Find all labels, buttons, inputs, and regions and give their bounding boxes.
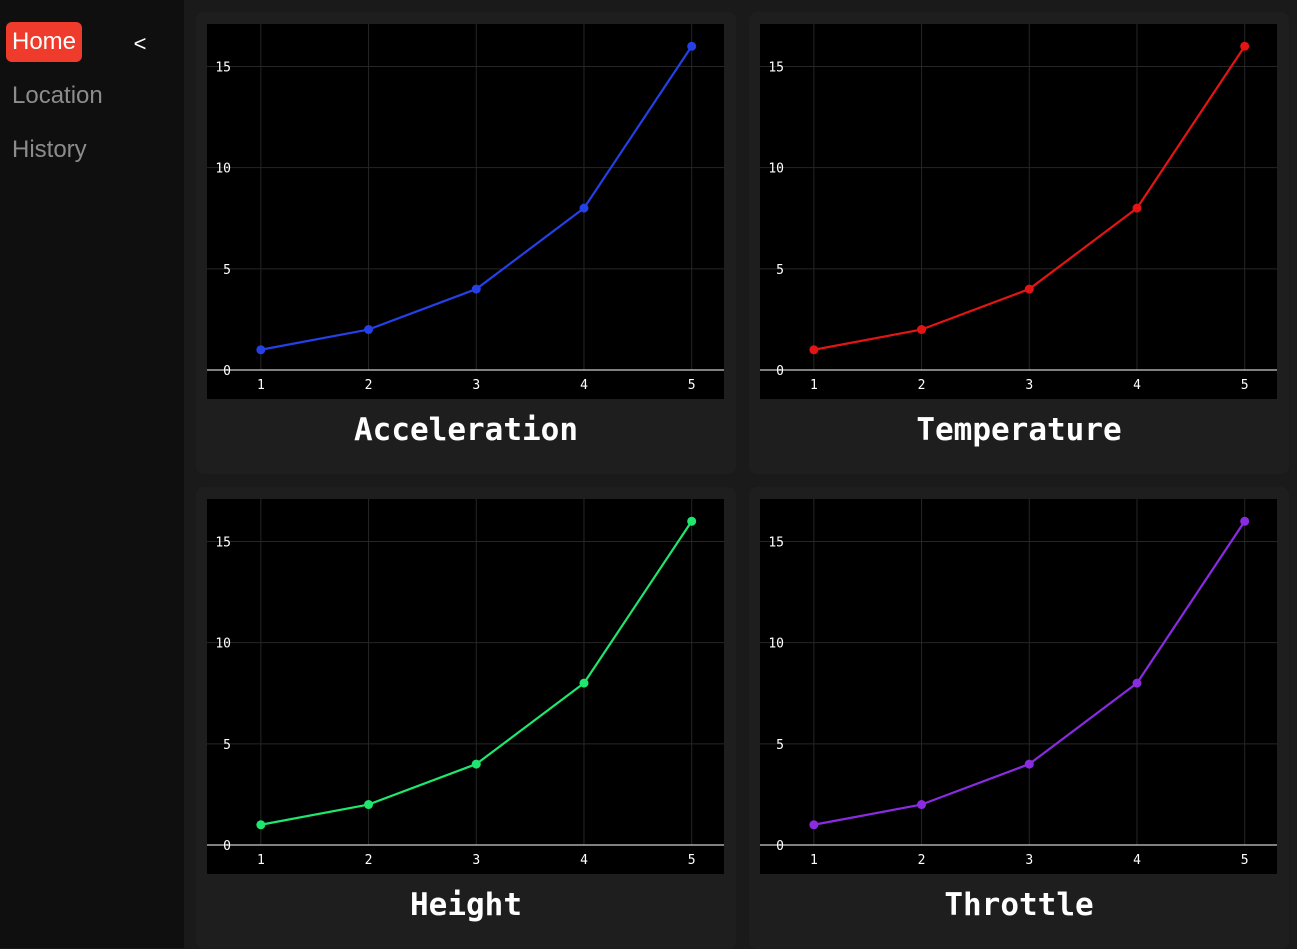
plot-background	[207, 24, 724, 399]
x-tick-label: 1	[257, 378, 265, 393]
x-tick-label: 3	[472, 378, 480, 393]
chart-card-throttle: 0 5 10 15 1 2 3 4 5 Throttle	[749, 487, 1289, 949]
x-tick-label: 2	[365, 378, 373, 393]
x-tick-label: 4	[1133, 853, 1141, 868]
chart-title: Temperature	[916, 412, 1122, 448]
y-tick-label: 10	[768, 162, 784, 177]
dashboard-grid: 0 5 10 15 1 2 3 4 5 Acceleration 0 5 10 15 1 2 3 4 5 Tem…	[184, 0, 1297, 949]
data-point	[471, 759, 481, 769]
plot-background	[207, 499, 724, 874]
data-point	[579, 678, 589, 688]
sidebar: Home Location History <	[0, 0, 184, 948]
plot-background	[760, 24, 1277, 399]
x-tick-label: 2	[918, 853, 926, 868]
sidebar-item-history[interactable]: History	[12, 136, 87, 163]
data-point	[687, 41, 697, 51]
x-tick-label: 1	[257, 853, 265, 868]
y-tick-label: 0	[776, 839, 784, 854]
plot-background	[760, 499, 1277, 874]
data-point	[1240, 41, 1250, 51]
data-point	[1240, 516, 1250, 526]
chart-throttle[interactable]: 0 5 10 15 1 2 3 4 5	[760, 499, 1277, 874]
data-point	[917, 325, 927, 335]
collapse-sidebar-button[interactable]: <	[133, 31, 147, 56]
y-tick-label: 0	[223, 839, 231, 854]
x-tick-label: 2	[365, 853, 373, 868]
x-tick-label: 3	[1025, 853, 1033, 868]
chart-card-acceleration: 0 5 10 15 1 2 3 4 5 Acceleration	[196, 12, 736, 474]
x-tick-label: 1	[810, 853, 818, 868]
chart-title: Throttle	[944, 887, 1094, 923]
x-tick-label: 3	[472, 853, 480, 868]
chart-height[interactable]: 0 5 10 15 1 2 3 4 5	[207, 499, 724, 874]
x-tick-label: 1	[810, 378, 818, 393]
sidebar-item-location[interactable]: Location	[12, 82, 103, 109]
y-tick-label: 10	[215, 637, 231, 652]
data-point	[809, 345, 819, 355]
data-point	[687, 516, 697, 526]
chart-temperature[interactable]: 0 5 10 15 1 2 3 4 5	[760, 24, 1277, 399]
data-point	[917, 800, 927, 810]
x-tick-label: 3	[1025, 378, 1033, 393]
chart-card-temperature: 0 5 10 15 1 2 3 4 5 Temperature	[749, 12, 1289, 474]
y-tick-label: 0	[776, 364, 784, 379]
x-tick-label: 5	[1241, 853, 1249, 868]
x-tick-label: 4	[1133, 378, 1141, 393]
x-tick-label: 4	[580, 378, 588, 393]
data-point	[1132, 203, 1142, 213]
data-point	[1132, 678, 1142, 688]
y-tick-label: 15	[768, 60, 784, 75]
y-tick-label: 10	[768, 637, 784, 652]
x-tick-label: 5	[1241, 378, 1249, 393]
x-tick-label: 4	[580, 853, 588, 868]
y-tick-label: 15	[768, 535, 784, 550]
x-tick-label: 2	[918, 378, 926, 393]
chart-title: Acceleration	[354, 412, 578, 448]
chart-title: Height	[410, 887, 522, 923]
data-point	[256, 820, 266, 830]
data-point	[364, 325, 374, 335]
y-tick-label: 10	[215, 162, 231, 177]
x-tick-label: 5	[688, 853, 696, 868]
data-point	[256, 345, 266, 355]
sidebar-item-home[interactable]: Home	[6, 22, 83, 62]
data-point	[1024, 759, 1034, 769]
y-tick-label: 0	[223, 364, 231, 379]
y-tick-label: 5	[223, 263, 231, 278]
y-tick-label: 5	[776, 263, 784, 278]
y-tick-label: 15	[215, 60, 231, 75]
y-tick-label: 5	[223, 738, 231, 753]
data-point	[364, 800, 374, 810]
chart-card-height: 0 5 10 15 1 2 3 4 5 Height	[196, 487, 736, 949]
y-tick-label: 5	[776, 738, 784, 753]
chart-acceleration[interactable]: 0 5 10 15 1 2 3 4 5	[207, 24, 724, 399]
data-point	[1024, 284, 1034, 294]
y-tick-label: 15	[215, 535, 231, 550]
x-tick-label: 5	[688, 378, 696, 393]
data-point	[809, 820, 819, 830]
data-point	[471, 284, 481, 294]
data-point	[579, 203, 589, 213]
